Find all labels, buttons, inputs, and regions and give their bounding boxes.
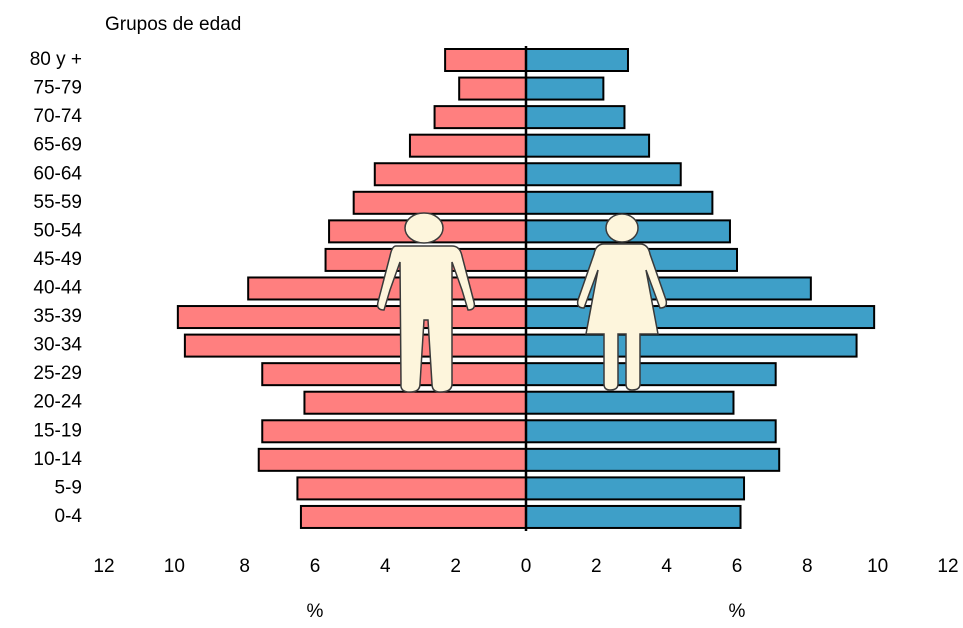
bar (299, 504, 527, 529)
x-tick-label: 10 (164, 556, 185, 577)
bar (525, 305, 876, 330)
y-tick-label: 65-69 (33, 135, 82, 156)
y-tick-label: 40-44 (33, 277, 82, 298)
x-tick-label: 12 (937, 556, 958, 577)
x-tick-label: 12 (93, 556, 114, 577)
y-tick-label: 70-74 (33, 106, 82, 127)
bar (525, 105, 626, 130)
x-tick-label: 8 (239, 556, 250, 577)
y-tick-label: 5-9 (55, 477, 82, 498)
y-tick-label: 0-4 (55, 506, 83, 527)
bar (261, 362, 527, 387)
bar (261, 419, 527, 444)
x-tick-label: 6 (732, 556, 743, 577)
woman-icon (576, 213, 668, 391)
y-axis-title: Grupos de edad (105, 14, 241, 35)
y-tick-label: 50-54 (33, 220, 82, 241)
bar (525, 133, 651, 158)
bar (444, 48, 527, 72)
bar (303, 390, 528, 415)
y-tick-label: 15-19 (33, 420, 82, 441)
bar (183, 333, 527, 358)
y-tick-label: 60-64 (33, 163, 82, 184)
bar (525, 333, 858, 358)
y-tick-label: 30-34 (33, 335, 82, 356)
y-tick-label: 35-39 (33, 306, 82, 327)
bar (458, 76, 527, 101)
bar (373, 162, 527, 187)
bar (525, 390, 735, 415)
y-tick-label: 45-49 (33, 249, 82, 270)
x-tick-label: 0 (521, 556, 532, 577)
bars (176, 46, 876, 531)
x-tick-label: 2 (591, 556, 602, 577)
bar (296, 476, 527, 501)
bar (433, 105, 528, 130)
y-tick-label: 80 y + (30, 49, 82, 70)
bar (525, 162, 682, 187)
bar (525, 447, 781, 472)
y-tick-label: 25-29 (33, 363, 82, 384)
bar (525, 476, 746, 501)
bar (525, 504, 742, 529)
x-tick-label: 10 (867, 556, 888, 577)
x-tick-label: 6 (310, 556, 321, 577)
bar (408, 133, 528, 158)
x-tick-label: 8 (802, 556, 813, 577)
x-tick-label: 4 (380, 556, 391, 577)
bar (352, 190, 527, 215)
bar (257, 447, 527, 472)
x-tick-label: 2 (450, 556, 461, 577)
bar (525, 76, 605, 101)
bar (525, 362, 777, 387)
bar (525, 48, 629, 72)
bar (525, 190, 714, 215)
bar (525, 276, 812, 301)
man-icon (376, 212, 476, 393)
y-tick-label: 20-24 (33, 392, 82, 413)
bar (176, 305, 527, 330)
x-tick-label: 4 (661, 556, 672, 577)
y-tick-label: 10-14 (33, 449, 82, 470)
y-tick-label: 55-59 (33, 192, 82, 213)
x-axis-title: % (307, 601, 324, 622)
x-axis-title: % (729, 601, 746, 622)
bar (525, 419, 777, 444)
y-tick-label: 75-79 (33, 78, 82, 99)
